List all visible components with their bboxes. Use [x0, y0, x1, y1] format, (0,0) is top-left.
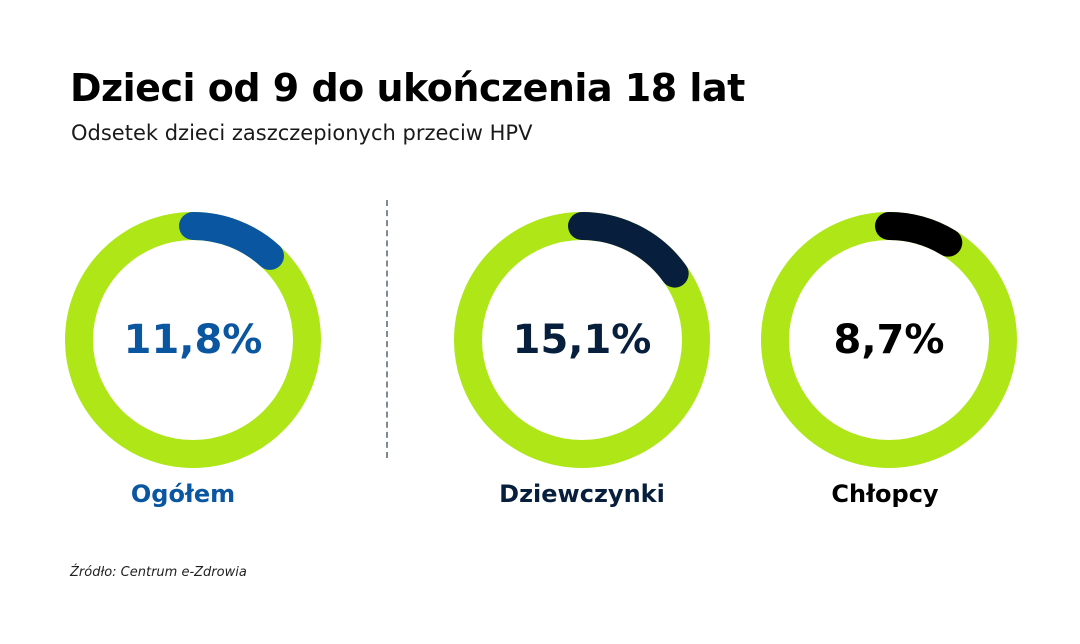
category-label-girls: Dziewczynki — [499, 480, 665, 508]
divider-line — [386, 200, 388, 458]
value-label-total: 11,8% — [124, 317, 263, 363]
category-label-total: Ogółem — [130, 480, 236, 508]
page-title: Dzieci od 9 do ukończenia 18 lat — [70, 66, 745, 110]
donut-arc-girls — [568, 212, 689, 288]
value-label-boys: 8,7% — [834, 317, 945, 363]
source-note: Źródło: Centrum e-Zdrowia — [70, 565, 247, 580]
page-subtitle: Odsetek dzieci zaszczepionych przeciw HP… — [71, 121, 533, 145]
value-label-girls: 15,1% — [513, 317, 652, 363]
donut-arc-total — [179, 212, 284, 270]
donut-arc-boys — [875, 212, 963, 257]
donut-chart-boys: 8,7% — [761, 212, 1017, 468]
category-label-boys: Chłopcy — [831, 480, 939, 508]
donut-chart-total: 11,8% — [65, 212, 321, 468]
donut-chart-girls: 15,1% — [454, 212, 710, 468]
